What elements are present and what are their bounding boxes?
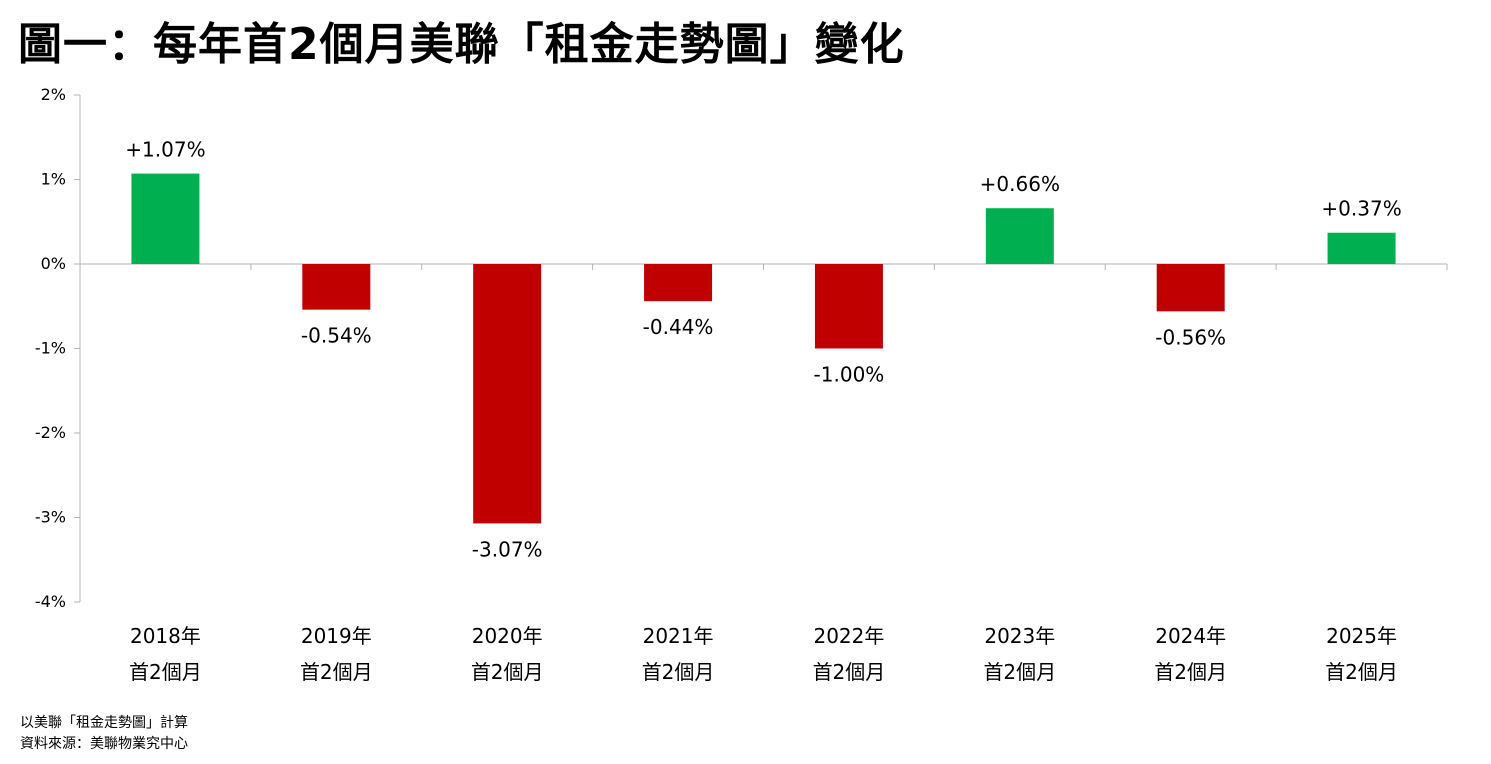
bar	[644, 264, 713, 302]
bar	[1327, 232, 1396, 264]
bar	[473, 264, 542, 524]
bar	[1156, 264, 1225, 312]
y-tick-label: -1%	[35, 339, 66, 358]
x-category-sublabel: 首2個月	[300, 660, 373, 684]
x-category-sublabel: 首2個月	[471, 660, 544, 684]
y-tick-label: -2%	[35, 423, 66, 442]
x-category-label: 2021年	[643, 624, 714, 648]
x-category-sublabel: 首2個月	[813, 660, 886, 684]
bar	[302, 264, 371, 310]
x-category-sublabel: 首2個月	[1325, 660, 1398, 684]
x-category-label: 2025年	[1326, 624, 1397, 648]
y-tick-label: -4%	[35, 592, 66, 611]
x-category-label: 2018年	[130, 624, 201, 648]
data-label: -3.07%	[472, 537, 543, 561]
source-note: 資料來源：美聯物業究中心	[20, 736, 188, 752]
y-tick-label: 0%	[41, 254, 66, 273]
data-label: +0.66%	[980, 172, 1060, 196]
x-category-sublabel: 首2個月	[129, 660, 202, 684]
x-category-sublabel: 首2個月	[642, 660, 715, 684]
bar	[131, 173, 200, 264]
x-category-label: 2023年	[984, 624, 1055, 648]
chart-title: 圖一：每年首2個月美聯「租金走勢圖」變化	[18, 19, 905, 70]
bar	[985, 208, 1054, 264]
y-tick-label: 2%	[41, 85, 66, 104]
x-category-sublabel: 首2個月	[983, 660, 1056, 684]
bar	[814, 264, 883, 349]
data-label: -0.56%	[1155, 325, 1226, 349]
y-tick-label: -3%	[35, 508, 66, 527]
x-category-label: 2024年	[1155, 624, 1226, 648]
footnote: 以美聯「租金走勢圖」計算	[20, 715, 188, 731]
x-category-label: 2019年	[301, 624, 372, 648]
data-label: -1.00%	[814, 363, 885, 387]
data-label: +0.37%	[1321, 197, 1401, 221]
y-tick-label: 1%	[41, 170, 66, 189]
x-category-sublabel: 首2個月	[1154, 660, 1227, 684]
x-category-label: 2020年	[472, 624, 543, 648]
x-category-label: 2022年	[813, 624, 884, 648]
data-label: -0.54%	[301, 324, 372, 348]
data-label: -0.44%	[643, 315, 714, 339]
data-label: +1.07%	[125, 138, 205, 162]
